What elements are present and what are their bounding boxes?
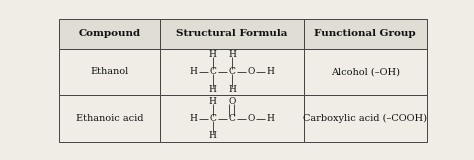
Text: H: H	[190, 67, 198, 76]
Text: H: H	[209, 97, 217, 106]
Bar	[160, 95, 303, 142]
Text: H: H	[209, 85, 217, 94]
Bar	[303, 49, 427, 95]
Text: H: H	[209, 50, 217, 59]
Text: Alcohol (–OH): Alcohol (–OH)	[330, 67, 400, 76]
Bar	[59, 19, 160, 49]
Bar	[59, 95, 160, 142]
Text: Carboxylic acid (–COOH): Carboxylic acid (–COOH)	[303, 114, 427, 123]
Text: C: C	[210, 114, 216, 123]
Text: O: O	[247, 67, 255, 76]
Text: Functional Group: Functional Group	[314, 29, 416, 39]
Text: Compound: Compound	[79, 29, 141, 39]
Text: H: H	[266, 67, 274, 76]
Text: Ethanoic acid: Ethanoic acid	[76, 114, 144, 123]
Text: C: C	[210, 67, 216, 76]
Text: O: O	[228, 97, 236, 106]
Bar	[160, 19, 303, 49]
Text: C: C	[228, 67, 236, 76]
Bar	[303, 19, 427, 49]
Text: Ethanol: Ethanol	[91, 67, 129, 76]
Text: Structural Formula: Structural Formula	[176, 29, 288, 39]
Bar	[59, 49, 160, 95]
Text: H: H	[228, 50, 236, 59]
Text: C: C	[228, 114, 236, 123]
Bar	[303, 95, 427, 142]
Text: H: H	[190, 114, 198, 123]
Text: O: O	[247, 114, 255, 123]
Text: H: H	[266, 114, 274, 123]
Text: H: H	[228, 85, 236, 94]
Bar	[160, 49, 303, 95]
Text: H: H	[209, 131, 217, 140]
